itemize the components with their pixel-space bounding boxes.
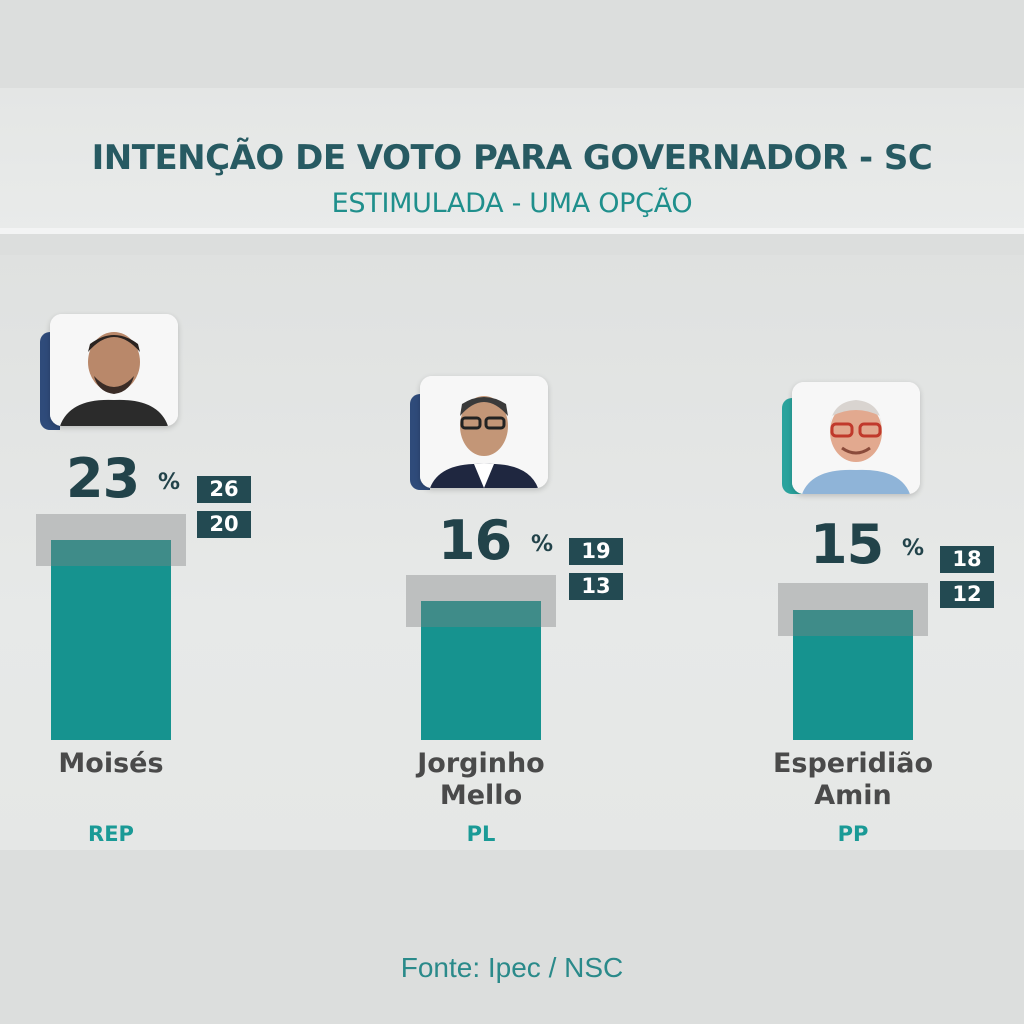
- portrait-icon: [420, 376, 548, 488]
- candidate-name-amin: Esperidião Amin: [733, 748, 973, 813]
- party-label-amin: PP: [837, 822, 869, 846]
- upper-bound-jorginho: 19: [569, 538, 623, 565]
- name-line: Moisés: [58, 748, 164, 779]
- bar-moises: [51, 539, 171, 740]
- name-line: Jorginho: [417, 748, 545, 779]
- header-divider: [0, 228, 1024, 234]
- upper-bound-amin: 18: [940, 546, 994, 573]
- value-label-amin: 15: [810, 513, 884, 576]
- portrait-icon: [792, 382, 920, 494]
- lower-bound-jorginho: 13: [569, 573, 623, 600]
- chart-title: INTENÇÃO DE VOTO PARA GOVERNADOR - SC: [91, 138, 933, 178]
- percent-sign-amin: %: [902, 536, 925, 561]
- upper-bound-moises: 26: [197, 476, 251, 503]
- name-line: Mello: [439, 780, 523, 812]
- percent-sign-moises: %: [158, 470, 181, 495]
- candidate-name-moises: Moisés: [0, 748, 231, 780]
- lower-bound-amin: 12: [940, 581, 994, 608]
- percent-sign-jorginho: %: [531, 532, 554, 557]
- bar-overlap-moises: [51, 539, 171, 566]
- party-label-moises: REP: [88, 822, 134, 846]
- name-line: Amin: [814, 780, 892, 812]
- bar-overlap-amin: [793, 609, 913, 636]
- source-note: Fonte: Ipec / NSC: [400, 952, 624, 983]
- party-label-jorginho: PL: [466, 822, 496, 846]
- name-line: Esperidião: [772, 748, 934, 779]
- bar-overlap-jorginho: [421, 600, 541, 627]
- header-band: [0, 88, 1024, 230]
- lower-bound-moises: 20: [197, 511, 251, 538]
- candidate-name-jorginho: Jorginho Mello: [361, 748, 601, 813]
- candidate-photo-jorginho: [420, 376, 548, 488]
- candidate-photo-moises: [50, 314, 178, 426]
- value-label-moises: 23: [66, 447, 140, 510]
- candidate-photo-amin: [792, 382, 920, 494]
- portrait-icon: [50, 314, 178, 426]
- value-label-jorginho: 16: [438, 509, 512, 572]
- chart-subtitle: ESTIMULADA - UMA OPÇÃO: [331, 188, 693, 219]
